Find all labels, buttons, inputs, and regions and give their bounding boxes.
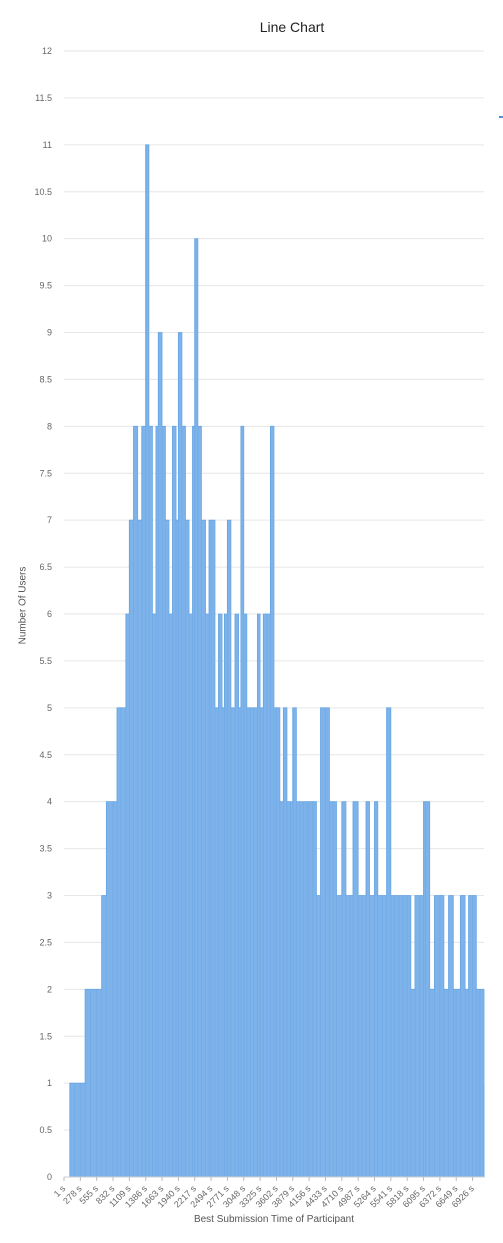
y-tick-label: 7 xyxy=(47,515,52,525)
y-tick-label: 1.5 xyxy=(39,1031,52,1041)
y-tick-label: 4 xyxy=(47,797,52,807)
y-tick-label: 11 xyxy=(43,140,52,150)
y-tick-label: 8 xyxy=(47,421,52,431)
y-tick-label: 12 xyxy=(42,46,52,56)
x-axis-label: Best Submission Time of Participant xyxy=(193,1214,355,1225)
y-axis-ticks: 00.511.522.533.544.555.566.577.588.599.5… xyxy=(34,46,52,1182)
y-tick-label: 8.5 xyxy=(39,374,52,384)
y-tick-label: 9.5 xyxy=(39,281,52,291)
y-tick-label: 10 xyxy=(42,234,52,244)
y-tick-label: 0.5 xyxy=(39,1125,52,1135)
y-tick-label: 9 xyxy=(47,328,52,338)
y-tick-label: 0 xyxy=(47,1172,52,1182)
y-tick-label: 11.5 xyxy=(35,93,52,103)
y-tick-label: 3.5 xyxy=(39,844,52,854)
y-tick-label: 5.5 xyxy=(39,656,52,666)
y-tick-label: 7.5 xyxy=(39,468,52,478)
y-tick-label: 2.5 xyxy=(39,937,52,947)
plot-area xyxy=(64,144,485,1178)
y-tick-label: 5 xyxy=(47,703,52,713)
y-tick-label: 4.5 xyxy=(39,750,52,760)
y-tick-label: 6.5 xyxy=(39,562,52,572)
y-tick-label: 3 xyxy=(47,891,52,901)
y-tick-label: 2 xyxy=(47,984,52,994)
chart-title: Line Chart xyxy=(259,19,325,35)
y-tick-label: 1 xyxy=(47,1078,52,1088)
y-tick-label: 10.5 xyxy=(34,187,52,197)
legend-marker[interactable] xyxy=(499,116,503,118)
y-tick-label: 6 xyxy=(47,609,52,619)
